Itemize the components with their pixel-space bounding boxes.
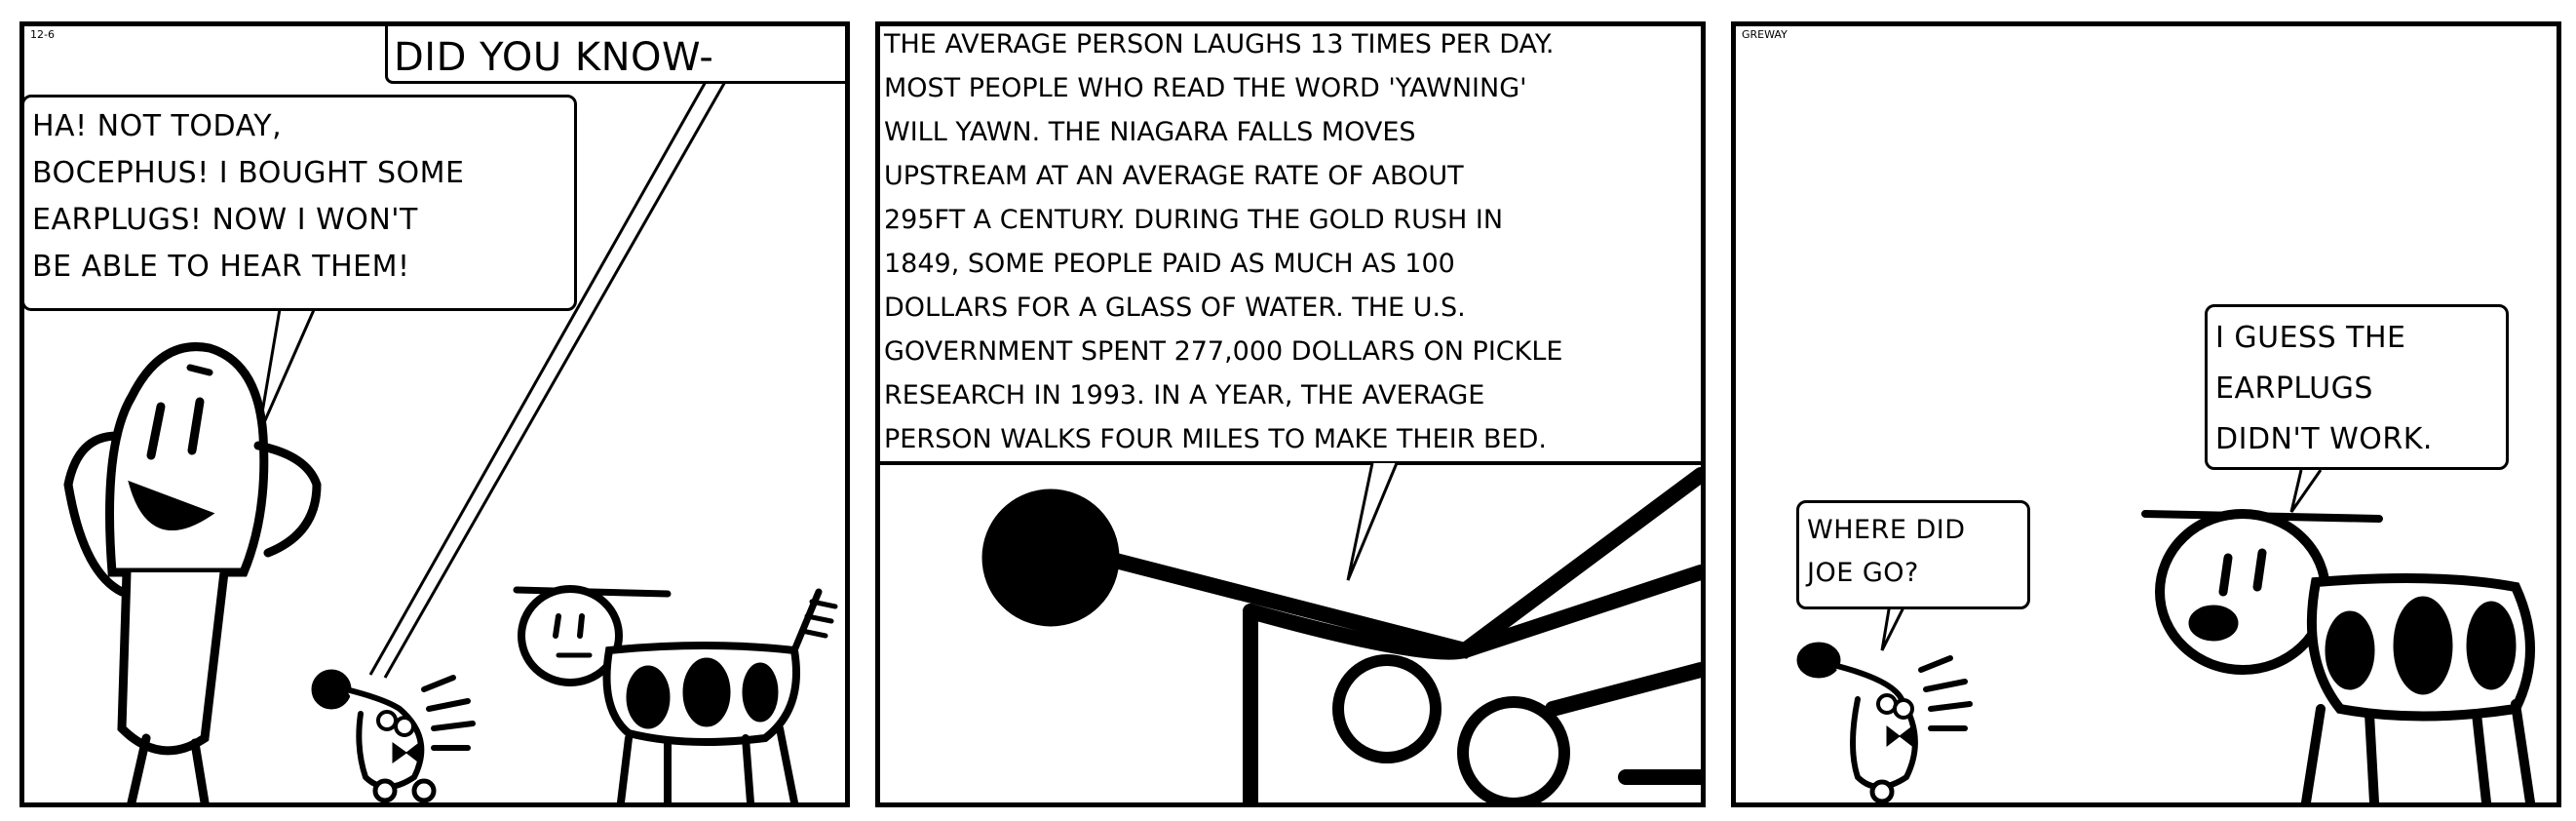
facts-narration: THE AVERAGE PERSON LAUGHS 13 TIMES PER D…: [884, 29, 1563, 454]
caption-box: DID YOU KNOW-: [385, 26, 845, 84]
author-signature: GREWAY: [1742, 28, 1788, 41]
panel-1-art: [63, 79, 838, 802]
bocephus-closeup: [981, 467, 1701, 802]
comic-panel-3: GREWAY: [1731, 21, 2561, 807]
dog-character: [2141, 509, 2535, 802]
panel-2-art: [880, 461, 1701, 802]
strip-date: 12-6: [30, 28, 55, 41]
joe-speech-bubble: HA! NOT TODAY, BOCEPHUS! I BOUGHT SOME E…: [24, 95, 577, 311]
comic-panel-2: THE AVERAGE PERSON LAUGHS 13 TIMES PER D…: [875, 21, 1706, 807]
comic-panel-1: 12-6: [19, 21, 850, 807]
bocephus-character: [311, 669, 476, 802]
dog-speech-bubble: I GUESS THE EARPLUGS DIDN'T WORK.: [2205, 304, 2509, 470]
bocephus-character: [1796, 642, 1973, 802]
panel-3-art: [1796, 469, 2535, 802]
joe-character: [63, 342, 322, 802]
bocephus-speech-bubble: WHERE DID JOE GO?: [1796, 500, 2030, 609]
dog-character: [513, 585, 838, 802]
